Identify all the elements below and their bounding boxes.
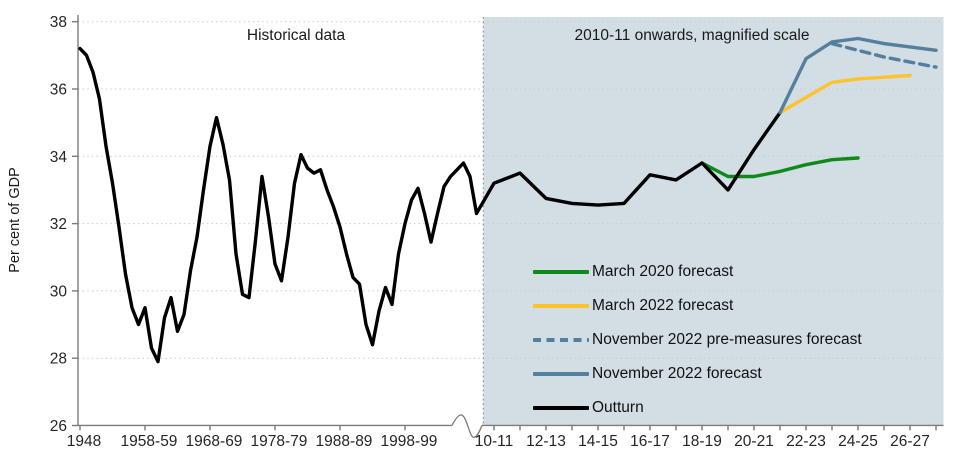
legend-line-swatch-blue-dashed (533, 338, 589, 342)
y-tick-label-34: 34 (50, 149, 68, 166)
x-tick-label-left-1: 1958-59 (121, 433, 178, 450)
outturn-line (78, 46, 782, 364)
magnified-panel-title: 2010-11 onwards, magnified scale (574, 27, 810, 44)
legend-line-swatch-yellow (533, 304, 589, 308)
x-axis-break-squiggle (451, 414, 483, 438)
y-tick-label-26: 26 (50, 418, 67, 435)
legend-item-outturn: Outturn (533, 399, 644, 417)
legend-label: November 2022 pre-measures forecast (592, 331, 862, 348)
x-tick-label-right-3: 16-17 (630, 433, 670, 450)
x-tick-label-right-0: 10-11 (475, 433, 514, 450)
november-2022-pre-measures-forecast-line (830, 41, 938, 69)
y-tick-label-30: 30 (50, 283, 68, 300)
legend-item-november-2022-pre-measures-forecast: November 2022 pre-measures forecast (533, 331, 862, 349)
y-tick-label-36: 36 (50, 82, 67, 99)
x-tick-label-left-4: 1988-89 (316, 433, 373, 450)
legend-item-november-2022-forecast: November 2022 forecast (533, 365, 762, 383)
x-tick-label-left-5: 1998-99 (381, 433, 438, 450)
magnified-panel-shading (483, 17, 944, 426)
march-2022-forecast-line (778, 73, 912, 115)
november-2022-forecast-line (778, 36, 938, 115)
legend-label: March 2022 forecast (592, 297, 734, 314)
x-tick-label-right-8: 26-27 (890, 433, 930, 450)
x-tick-label-right-1: 12-13 (526, 433, 566, 450)
y-tick-label-38: 38 (50, 14, 67, 31)
legend-line-swatch-green (533, 270, 589, 274)
y-tick-label-32: 32 (50, 216, 67, 233)
y-tick-label-28: 28 (50, 351, 67, 368)
march-2020-forecast-line (700, 156, 860, 179)
x-tick-label-right-6: 22-23 (786, 433, 826, 450)
x-tick-label-right-4: 18-19 (682, 433, 722, 450)
legend-label: March 2020 forecast (592, 263, 734, 280)
legend-item-march-2020-forecast: March 2020 forecast (533, 263, 733, 281)
legend-label: Outturn (592, 399, 644, 416)
x-tick-label-right-2: 14-15 (578, 433, 618, 450)
legend-label: November 2022 forecast (592, 365, 762, 382)
historical-panel-title: Historical data (246, 27, 346, 44)
x-tick-label-left-2: 1968-69 (186, 433, 243, 450)
legend-line-swatch-black (533, 406, 589, 410)
legend-line-swatch-blue (533, 372, 589, 376)
x-tick-label-left-3: 1978-79 (251, 433, 308, 450)
legend-item-march-2022-forecast: March 2022 forecast (533, 297, 733, 315)
x-tick-label-right-5: 20-21 (734, 433, 774, 450)
y-axis-title: Per cent of GDP (7, 167, 23, 273)
x-tick-label-right-7: 24-25 (838, 433, 878, 450)
x-tick-label-left-0: 1948 (67, 433, 101, 450)
